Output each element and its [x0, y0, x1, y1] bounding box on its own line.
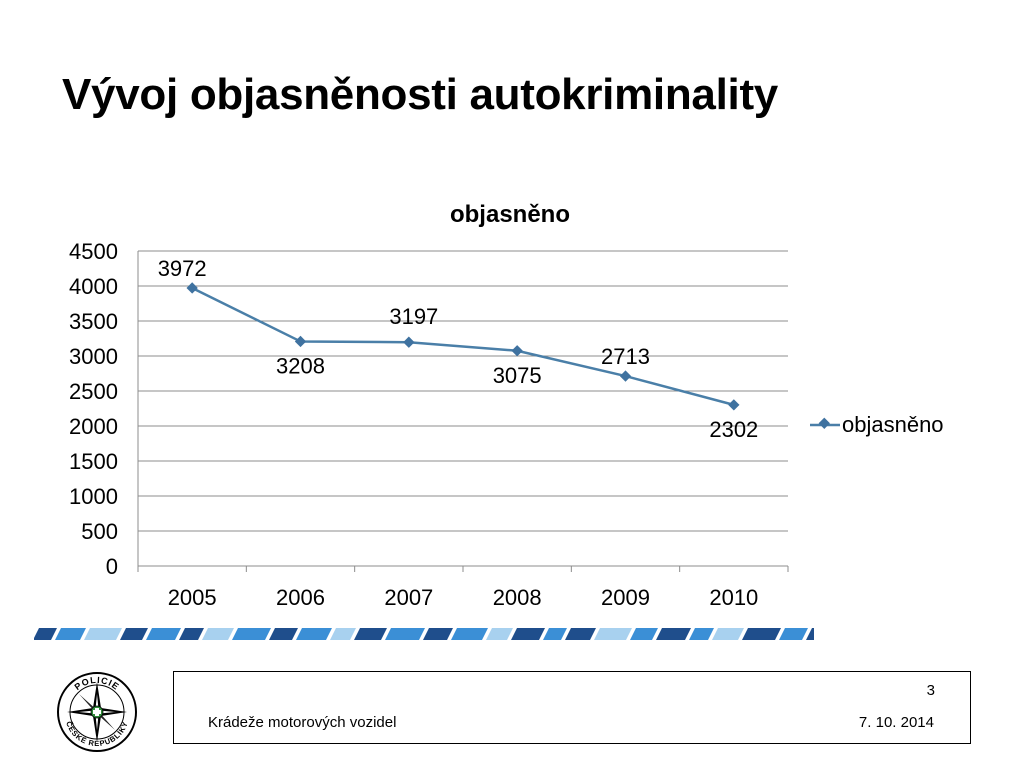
y-tick-label: 500 — [81, 519, 118, 544]
y-tick-label: 0 — [106, 554, 118, 579]
chart-title: objasněno — [450, 201, 570, 228]
stripe-segment — [565, 628, 596, 640]
stripe-segment — [594, 628, 632, 640]
footer-date: 7. 10. 2014 — [858, 714, 934, 731]
y-tick-label: 1000 — [69, 484, 118, 509]
x-tick-label: 2009 — [601, 585, 650, 610]
stripe-segment — [630, 628, 658, 640]
stripe-segment — [34, 628, 57, 640]
x-tick-label: 2006 — [276, 585, 325, 610]
stripe-segment — [689, 628, 714, 640]
chart-series — [186, 282, 740, 411]
stripe-segment — [656, 628, 691, 640]
x-tick-label: 2010 — [709, 585, 758, 610]
chart-data-labels: 3972 3208 3197 3075 2713 2302 — [158, 256, 759, 442]
data-label: 2713 — [601, 344, 650, 369]
x-tick-label: 2008 — [493, 585, 542, 610]
y-tick-label: 4500 — [69, 239, 118, 264]
stripe-segment — [423, 628, 453, 640]
stripe-segment — [511, 628, 545, 640]
y-tick-label: 3500 — [69, 309, 118, 334]
stripe-segment — [451, 628, 488, 640]
stripe-segment — [202, 628, 234, 640]
stripe-segment — [296, 628, 332, 640]
stripe-segment — [385, 628, 425, 640]
x-tick-label: 2007 — [384, 585, 433, 610]
data-point-2008 — [511, 345, 523, 357]
page-number: 3 — [926, 682, 935, 699]
stripe-segment — [354, 628, 387, 640]
data-point-2006 — [294, 335, 307, 348]
footer: 3 Krádeže motorových vozidel 7. 10. 2014 — [173, 671, 971, 744]
x-tick-label: 2005 — [168, 585, 217, 610]
data-point-2010 — [728, 399, 740, 411]
data-label: 3208 — [276, 353, 325, 378]
stripe-segment — [232, 628, 271, 640]
stripe-segment — [84, 628, 122, 640]
stripe-segment — [55, 628, 86, 640]
stripe-segment — [712, 628, 744, 640]
stripe-segment — [120, 628, 148, 640]
y-tick-label: 1500 — [69, 449, 118, 474]
stripe-segment — [779, 628, 808, 640]
police-logo-icon: POLICIE ČESKÉ REPUBLIKY — [57, 672, 137, 752]
legend-marker — [818, 417, 830, 429]
data-point-2005 — [186, 282, 198, 294]
chart-tick-labels: 0 500 1000 1500 2000 2500 3000 3500 4000 4500 2005… — [69, 239, 758, 610]
data-label: 2302 — [709, 417, 758, 442]
stripe-segment — [146, 628, 181, 640]
chart-axes — [137, 251, 789, 572]
data-point-2009 — [619, 370, 632, 382]
stripe-segment — [330, 628, 356, 640]
stripe-segment — [486, 628, 513, 640]
decorative-stripe-bar — [34, 628, 814, 640]
presentation-title: Krádeže motorových vozidel — [208, 714, 397, 731]
y-tick-label: 4000 — [69, 274, 118, 299]
data-label: 3075 — [493, 363, 542, 388]
stripe-segment — [543, 628, 567, 640]
data-point-2007 — [403, 336, 415, 348]
stripe-segment — [806, 628, 814, 640]
stripe-segment — [179, 628, 204, 640]
line-chart: 0 500 1000 1500 2000 2500 3000 3500 4000 4500 2005… — [69, 201, 944, 610]
y-tick-label: 2500 — [69, 379, 118, 404]
chart-legend: objasněno — [810, 412, 944, 437]
slide-title: Vývoj objasněnosti autokriminality — [62, 70, 778, 119]
data-label: 3197 — [389, 304, 438, 329]
stripe-segment — [269, 628, 298, 640]
y-tick-label: 3000 — [69, 344, 118, 369]
chart-gridlines — [138, 250, 788, 532]
legend-label: objasněno — [842, 412, 944, 437]
data-label: 3972 — [158, 256, 207, 281]
series-line — [191, 286, 735, 407]
stripe-segment — [742, 628, 781, 640]
y-tick-label: 2000 — [69, 414, 118, 439]
